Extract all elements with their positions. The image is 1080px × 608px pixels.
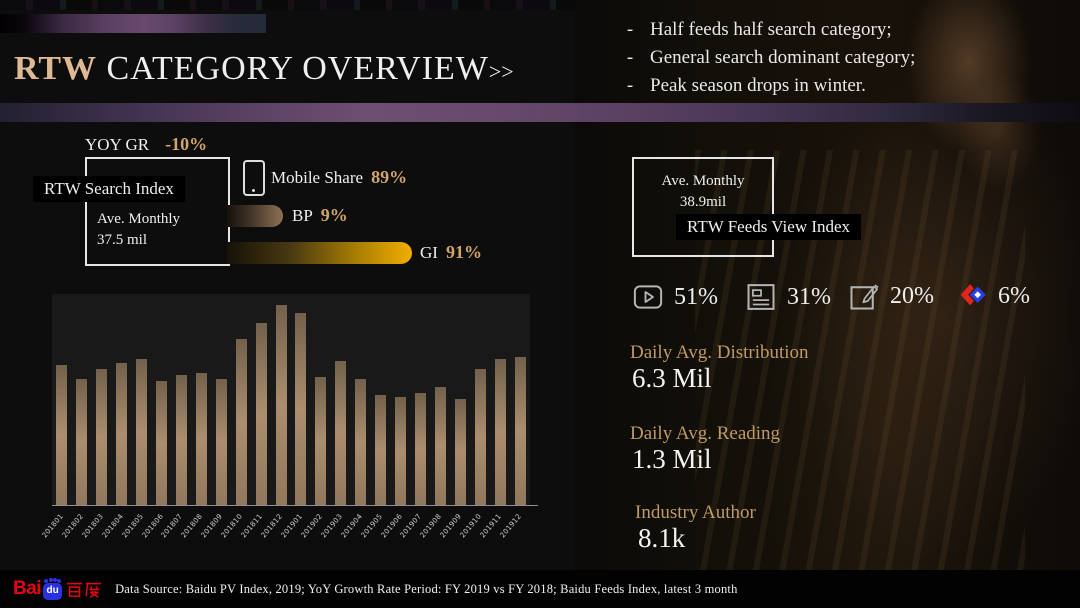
gi-label: GI bbox=[420, 243, 438, 262]
bar bbox=[235, 339, 247, 505]
bar bbox=[195, 373, 207, 505]
baidu-logo: Bai du bbox=[13, 578, 102, 600]
feeds-avg-line2: 38.9mil bbox=[679, 194, 727, 210]
bp-share: BP 9% bbox=[292, 205, 348, 226]
edit-icon bbox=[850, 284, 879, 310]
title-rest: CATEGORY OVERVIEW bbox=[97, 50, 489, 87]
bar bbox=[56, 365, 68, 505]
distribution-label: Daily Avg. Distribution bbox=[630, 342, 809, 363]
feeds-index-title: RTW Feeds View Index bbox=[676, 214, 862, 240]
content-type-article: 31% bbox=[746, 282, 831, 312]
reading-label: Daily Avg. Reading bbox=[630, 423, 781, 444]
bullet-dash bbox=[610, 72, 650, 100]
gi-share: GI 91% bbox=[420, 242, 482, 263]
bar bbox=[255, 323, 267, 505]
yoy-value: -10% bbox=[165, 134, 208, 154]
title-arrows: >> bbox=[488, 59, 514, 84]
bp-label: BP bbox=[292, 206, 313, 225]
bp-value: 9% bbox=[320, 205, 348, 225]
gi-value: 91% bbox=[445, 242, 482, 262]
search-index-bar-chart bbox=[52, 294, 538, 506]
bar bbox=[175, 375, 187, 505]
data-source-note: Data Source: Baidu PV Index, 2019; YoY G… bbox=[115, 581, 738, 596]
yoy-label: YOY GR bbox=[85, 135, 150, 154]
mobile-share: Mobile Share 89% bbox=[271, 167, 407, 188]
bar bbox=[335, 361, 347, 505]
purple-accent-bar bbox=[0, 14, 266, 33]
bar bbox=[295, 313, 307, 505]
bar bbox=[355, 379, 367, 505]
content-type-edit: 20% bbox=[849, 281, 934, 311]
baijiahao-icon bbox=[960, 284, 986, 306]
bar bbox=[414, 393, 426, 505]
bar bbox=[275, 305, 287, 505]
bar bbox=[156, 381, 168, 505]
search-index-title: RTW Search Index bbox=[33, 176, 185, 202]
author-value: 8.1k bbox=[638, 523, 686, 553]
bar bbox=[474, 369, 486, 505]
mobile-share-label: Mobile Share bbox=[271, 168, 364, 187]
key-takeaways: Half feeds half search category; General… bbox=[610, 16, 915, 100]
title-highlight: RTW bbox=[14, 50, 98, 87]
bullet-item: General search dominant category; bbox=[610, 44, 915, 72]
bullet-text: General search dominant category; bbox=[650, 47, 916, 68]
mobile-share-value: 89% bbox=[371, 167, 408, 187]
bar bbox=[454, 399, 466, 505]
edit-share-value: 20% bbox=[890, 282, 934, 309]
content-type-baijiahao: 6% bbox=[957, 281, 1030, 311]
feeds-index-box: Ave. Monthly 38.9mil bbox=[632, 157, 774, 257]
title-divider-bar bbox=[0, 103, 1080, 122]
bp-share-bar bbox=[227, 205, 283, 227]
baidu-logo-cn-icon bbox=[66, 582, 102, 598]
baidu-logo-du: du bbox=[46, 584, 59, 596]
search-avg-line2: 37.5 mil bbox=[97, 232, 148, 248]
bullet-text: Half feeds half search category; bbox=[650, 19, 892, 40]
chart-x-labels: 201801 201802 201803 201804 201805 201806 2018… bbox=[41, 508, 538, 556]
author-label: Industry Author bbox=[635, 502, 756, 523]
bullet-text: Peak season drops in winter. bbox=[650, 75, 866, 96]
bar bbox=[494, 359, 506, 505]
bullet-dash bbox=[610, 44, 650, 72]
content-type-video: 51% bbox=[633, 282, 718, 312]
reading-value: 1.3 Mil bbox=[632, 444, 712, 474]
bar bbox=[395, 397, 407, 505]
bar bbox=[514, 357, 526, 505]
bar bbox=[96, 369, 108, 505]
bar bbox=[434, 387, 446, 505]
bar bbox=[136, 359, 148, 505]
top-filmstrip-decor bbox=[0, 0, 1080, 10]
video-share-value: 51% bbox=[674, 283, 718, 310]
bullet-item: Peak season drops in winter. bbox=[610, 72, 915, 100]
search-avg-monthly: Ave. Monthly 37.5 mil bbox=[97, 209, 180, 251]
bar bbox=[315, 377, 327, 505]
bar bbox=[375, 395, 387, 505]
article-share-value: 31% bbox=[787, 283, 831, 310]
bullet-dash bbox=[610, 16, 650, 44]
gi-share-bar bbox=[227, 242, 412, 264]
bar bbox=[215, 379, 227, 505]
footer: Bai du Data Source: Baidu PV Ind bbox=[0, 570, 1080, 608]
page-title: RTW CATEGORY OVERVIEW>> bbox=[14, 50, 514, 88]
baidu-logo-bai: Bai bbox=[13, 578, 42, 599]
smartphone-icon bbox=[243, 160, 265, 196]
baidu-paw-icon: du bbox=[43, 578, 63, 600]
search-avg-line1: Ave. Monthly bbox=[97, 211, 181, 227]
bar bbox=[116, 363, 128, 505]
baijiahao-share-value: 6% bbox=[998, 282, 1030, 309]
feeds-avg-line1: Ave. Monthly bbox=[661, 173, 745, 189]
bar bbox=[76, 379, 88, 505]
distribution-value: 6.3 Mil bbox=[632, 363, 712, 393]
video-icon bbox=[633, 285, 663, 309]
bullet-item: Half feeds half search category; bbox=[610, 16, 915, 44]
article-icon bbox=[747, 284, 775, 310]
yoy-growth: YOY GR -10% bbox=[85, 134, 207, 155]
bar-label: 201912 bbox=[498, 512, 524, 540]
